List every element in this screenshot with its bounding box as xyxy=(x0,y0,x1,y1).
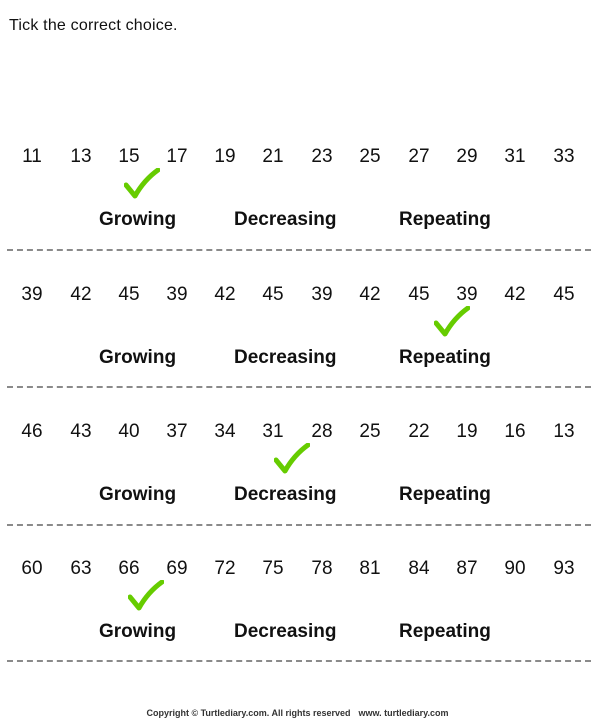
option-growing[interactable]: Growing xyxy=(99,347,177,368)
sequence-number: 11 xyxy=(22,146,42,167)
sequence-number: 33 xyxy=(553,146,575,167)
sequence-number: 60 xyxy=(21,558,43,579)
option-repeating[interactable]: Repeating xyxy=(399,209,491,230)
sequence-number: 13 xyxy=(70,146,92,167)
checkmark-icon xyxy=(128,580,164,611)
option-decreasing[interactable]: Decreasing xyxy=(234,347,337,368)
sequence-number: 90 xyxy=(504,558,526,579)
number-sequence: 60 63 66 69 72 75 78 81 84 87 90 93 xyxy=(0,557,595,581)
sequence-number: 66 xyxy=(118,558,140,579)
sequence-number: 45 xyxy=(118,284,140,305)
sequence-number: 45 xyxy=(408,284,430,305)
sequence-number: 37 xyxy=(166,421,188,442)
sequence-number: 29 xyxy=(456,146,478,167)
dashed-divider xyxy=(7,524,591,526)
sequence-number: 39 xyxy=(21,284,43,305)
sequence-number: 39 xyxy=(456,284,478,305)
sequence-number: 28 xyxy=(311,421,333,442)
sequence-number: 78 xyxy=(311,558,333,579)
footer: Copyright © Turtlediary.com. All rights … xyxy=(0,708,595,718)
question-3: 46 43 40 37 34 31 28 25 22 19 16 13 Grow… xyxy=(0,420,595,557)
sequence-number: 15 xyxy=(118,146,140,167)
sequence-number: 69 xyxy=(166,558,188,579)
sequence-number: 87 xyxy=(456,558,478,579)
sequence-number: 42 xyxy=(359,284,381,305)
option-decreasing[interactable]: Decreasing xyxy=(234,209,337,230)
website-link[interactable]: www. turtlediary.com xyxy=(358,708,449,718)
sequence-number: 19 xyxy=(456,421,478,442)
dashed-divider xyxy=(7,386,591,388)
option-decreasing[interactable]: Decreasing xyxy=(234,621,337,642)
option-decreasing[interactable]: Decreasing xyxy=(234,484,337,505)
sequence-number: 42 xyxy=(70,284,92,305)
checkmark-icon xyxy=(434,306,470,337)
sequence-number: 63 xyxy=(70,558,92,579)
sequence-number: 19 xyxy=(214,146,236,167)
sequence-number: 34 xyxy=(214,421,236,442)
sequence-number: 40 xyxy=(118,421,140,442)
sequence-number: 42 xyxy=(504,284,526,305)
sequence-number: 84 xyxy=(408,558,430,579)
sequence-number: 39 xyxy=(166,284,188,305)
question-4: 60 63 66 69 72 75 78 81 84 87 90 93 Grow… xyxy=(0,557,595,694)
sequence-number: 21 xyxy=(262,146,284,167)
sequence-number: 42 xyxy=(214,284,236,305)
checkmark-icon xyxy=(124,168,160,199)
option-repeating[interactable]: Repeating xyxy=(399,621,491,642)
sequence-number: 39 xyxy=(311,284,333,305)
sequence-number: 25 xyxy=(359,421,381,442)
sequence-number: 25 xyxy=(359,146,381,167)
sequence-number: 46 xyxy=(21,421,43,442)
question-1: 11 13 15 17 19 21 23 25 27 29 31 33 Grow… xyxy=(0,145,595,282)
sequence-number: 16 xyxy=(504,421,526,442)
sequence-number: 27 xyxy=(408,146,430,167)
sequence-number: 43 xyxy=(70,421,92,442)
sequence-number: 93 xyxy=(553,558,575,579)
sequence-number: 17 xyxy=(166,146,188,167)
option-repeating[interactable]: Repeating xyxy=(399,484,491,505)
option-growing[interactable]: Growing xyxy=(99,621,177,642)
sequence-number: 31 xyxy=(504,146,526,167)
sequence-number: 31 xyxy=(262,421,284,442)
dashed-divider xyxy=(7,660,591,662)
copyright-text: Copyright © Turtlediary.com. All rights … xyxy=(146,708,351,718)
sequence-number: 75 xyxy=(262,558,284,579)
question-2: 39 42 45 39 42 45 39 42 45 39 42 45 Grow… xyxy=(0,283,595,420)
number-sequence: 11 13 15 17 19 21 23 25 27 29 31 33 xyxy=(0,145,595,169)
option-growing[interactable]: Growing xyxy=(99,484,177,505)
sequence-number: 72 xyxy=(214,558,236,579)
sequence-number: 45 xyxy=(262,284,284,305)
option-growing[interactable]: Growing xyxy=(99,209,177,230)
sequence-number: 81 xyxy=(359,558,381,579)
option-repeating[interactable]: Repeating xyxy=(399,347,491,368)
dashed-divider xyxy=(7,249,591,251)
sequence-number: 13 xyxy=(553,421,575,442)
instruction-text: Tick the correct choice. xyxy=(9,17,178,34)
checkmark-icon xyxy=(274,443,310,474)
number-sequence: 46 43 40 37 34 31 28 25 22 19 16 13 xyxy=(0,420,595,444)
sequence-number: 23 xyxy=(311,146,333,167)
number-sequence: 39 42 45 39 42 45 39 42 45 39 42 45 xyxy=(0,283,595,307)
sequence-number: 22 xyxy=(408,421,430,442)
sequence-number: 45 xyxy=(553,284,575,305)
